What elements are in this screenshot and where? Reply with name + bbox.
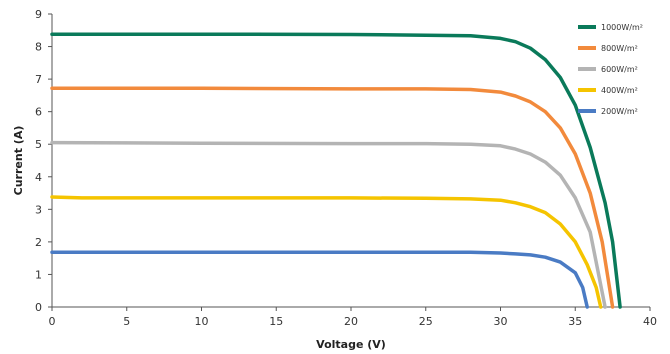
y-tick-label: 3 [35,203,42,216]
y-tick-label: 1 [35,268,42,281]
tick-labels: 0 5 10 15 20 25 30 35 40 0 1 2 3 4 5 6 7 8 9 [35,8,657,328]
legend-label: 600W/m² [601,65,638,74]
series-line-3 [50,195,603,309]
x-tick-label: 30 [494,315,508,328]
legend-label: 800W/m² [601,44,638,53]
y-tick-label: 5 [35,138,42,151]
x-tick-label: 0 [49,315,56,328]
y-axis-title: Current (A) [12,126,25,196]
x-tick-label: 10 [195,315,209,328]
y-tick-label: 4 [35,171,42,184]
legend-label: 200W/m² [601,107,638,116]
y-tick-label: 7 [35,73,42,86]
series-line-0 [50,32,622,309]
x-tick-label: 15 [269,315,283,328]
series-lines [50,32,622,309]
series-line-1 [50,86,615,309]
x-tick-label: 20 [344,315,358,328]
y-tick-label: 9 [35,8,42,21]
axes [48,13,651,311]
x-tick-label: 5 [123,315,130,328]
y-tick-label: 8 [35,41,42,54]
x-tick-label: 35 [568,315,582,328]
y-tick-label: 0 [35,301,42,314]
x-tick-label: 40 [643,315,657,328]
legend-label: 400W/m² [601,86,638,95]
y-tick-label: 6 [35,106,42,119]
x-tick-label: 25 [419,315,433,328]
y-tick-label: 2 [35,236,42,249]
legend-label: 1000W/m² [601,23,643,32]
series-line-4 [50,250,589,309]
x-axis-title: Voltage (V) [316,338,386,351]
legend: 1000W/m² 800W/m² 600W/m² 400W/m² 200W/m² [578,23,643,116]
series-line-2 [50,140,607,309]
